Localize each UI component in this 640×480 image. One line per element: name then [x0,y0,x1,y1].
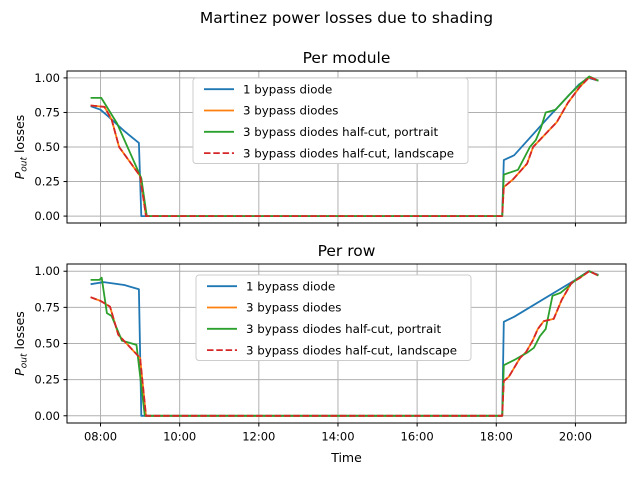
legend-box [192,77,469,164]
legend: 1 bypass diode 3 bypass diodes 3 bypass di… [192,77,469,164]
figure-title: Martinez power losses due to shading [199,9,494,27]
x-tick-label: 12:00 [242,430,275,444]
legend-box [195,274,472,361]
legend-label-3-bypass-diodes: 3 bypass diodes [246,301,341,315]
legend-label-3-bypass-diodes-half-cut-landscape: 3 bypass diodes half-cut, landscape [243,146,454,160]
legend-label-1-bypass-diode: 1 bypass diode [246,279,335,293]
x-tick-label: 18:00 [480,430,513,444]
x-tick-label: 14:00 [321,430,354,444]
x-tick-label: 20:00 [559,430,592,444]
y-tick-label: 0.25 [34,175,60,189]
y-tick-label: 0.75 [34,105,60,119]
subplot-title: Per row [318,242,376,260]
legend-label-3-bypass-diodes-half-cut-portrait: 3 bypass diodes half-cut, portrait [243,125,438,139]
legend-label-3-bypass-diodes: 3 bypass diodes [243,104,338,118]
legend: 1 bypass diode 3 bypass diodes 3 bypass di… [195,274,472,361]
series-line-3-bypass-diodes-half-cut-landscape [90,76,599,218]
legend-label-3-bypass-diodes-half-cut-landscape: 3 bypass diodes half-cut, landscape [246,343,457,357]
y-tick-label: 0.25 [34,373,60,387]
legend-label-1-bypass-diode: 1 bypass diode [243,82,332,96]
series-line-3-bypass-diodes-half-cut-portrait [90,75,599,218]
series-line-3-bypass-diodes-half-cut-portrait [90,270,599,417]
y-tick-label: 0.00 [34,409,60,423]
axes-per-row: 08:00 10:00 12:00 14:00 16:00 18:00 20:00 0.00 0… [12,242,627,465]
axes-per-module: 0.00 0.25 0.50 0.75 1.00 Per module Pout losse… [12,49,627,227]
y-axis-label: Pout losses [12,115,30,180]
y-tick-label: 1.00 [34,71,60,85]
y-tick-label: 1.00 [34,264,60,278]
x-tick-label: 10:00 [163,430,196,444]
y-tick-label: 0.50 [34,337,60,351]
legend-label-3-bypass-diodes-half-cut-portrait: 3 bypass diodes half-cut, portrait [246,322,441,336]
series-line-3-bypass-diodes-half-cut-landscape [90,270,599,417]
x-axis-label: Time [330,450,362,465]
x-tick-label: 08:00 [84,430,117,444]
x-tick-label: 16:00 [401,430,434,444]
y-tick-label: 0.50 [34,140,60,154]
subplot-title: Per module [303,49,391,67]
y-tick-label: 0.00 [34,209,60,223]
y-axis-label: Pout losses [12,311,30,376]
y-tick-label: 0.75 [34,300,60,314]
